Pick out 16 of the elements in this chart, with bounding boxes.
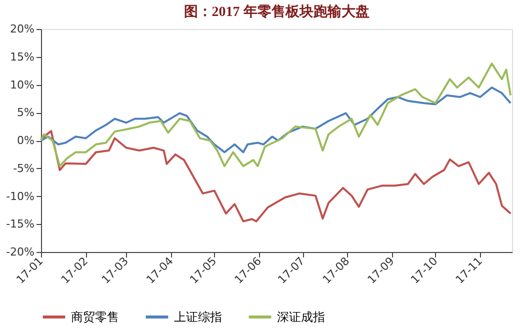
y-tick-label: 0% xyxy=(17,134,34,147)
chart-title: 图：2017 年零售板块跑输大盘 xyxy=(184,4,370,20)
line-series xyxy=(40,86,512,154)
y-tick-label: -5% xyxy=(13,162,34,175)
y-tick-label: -10% xyxy=(6,190,34,203)
legend-label: 上证综指 xyxy=(174,310,222,324)
line-series xyxy=(40,62,512,168)
y-tick-label: -20% xyxy=(6,246,34,258)
y-tick-label: 20% xyxy=(10,22,34,36)
line-series xyxy=(40,130,512,222)
legend-label: 商贸零售 xyxy=(71,310,119,324)
legend-label: 深证成指 xyxy=(277,310,325,324)
y-tick-label: 5% xyxy=(17,106,34,120)
y-tick-label: 15% xyxy=(10,50,34,64)
y-tick-label: 10% xyxy=(10,78,34,92)
y-tick-label: -15% xyxy=(6,218,34,231)
